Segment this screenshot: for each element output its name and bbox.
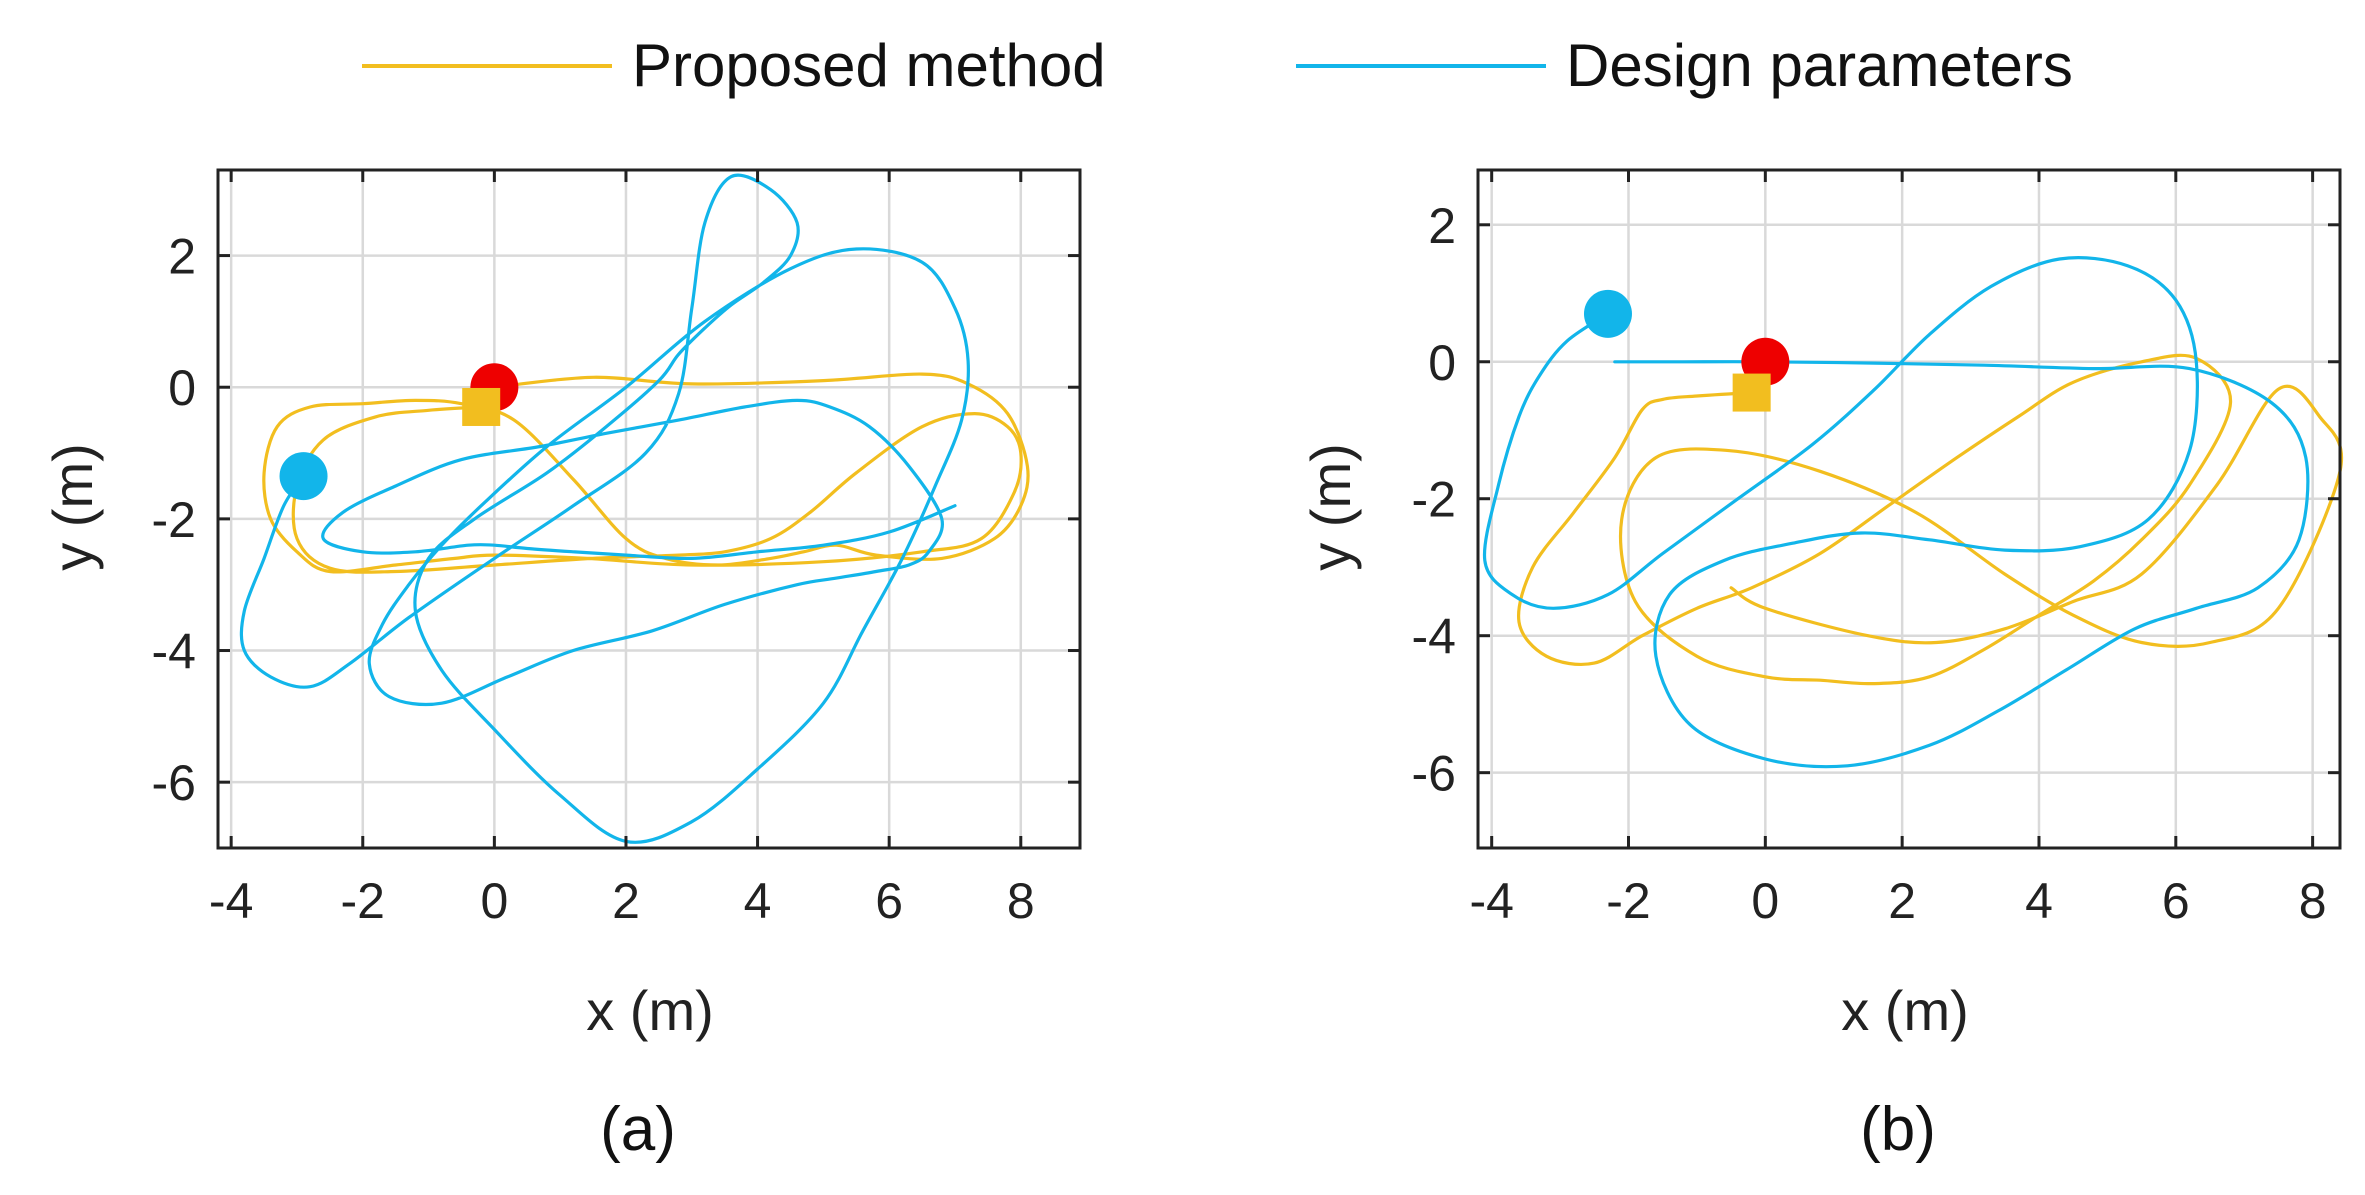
marker-square-b: [1732, 373, 1771, 412]
x-tick-label-b: -2: [1606, 873, 1650, 929]
marker-circle-a: [279, 452, 328, 501]
y-tick-label-b: -2: [1412, 472, 1456, 528]
xlabel-b: x (m): [1841, 979, 1969, 1042]
series-a: [239, 173, 1030, 844]
marker-square-a: [462, 387, 501, 426]
plot-frame-b: [1476, 168, 2342, 850]
chart-panel-a: -4 -2 0 2 4 6 8 -6 -4 -2 0 2 x (m) y (m) (a): [41, 168, 1082, 1164]
marker-circle-b: [1583, 289, 1632, 338]
x-tick-label-b: 2: [1888, 873, 1916, 929]
x-tick-label-b: 8: [2299, 873, 2327, 929]
xlabel-a: x (m): [586, 979, 714, 1042]
y-tick-label-b: 0: [1428, 335, 1456, 391]
y-tick-label-a: 2: [168, 229, 196, 285]
x-tick-label-a: 2: [612, 873, 640, 929]
x-tick-label-b: -4: [1469, 873, 1513, 929]
ticks-a: -4 -2 0 2 4 6 8 -6 -4 -2 0 2: [152, 170, 1080, 929]
markers-a: [279, 363, 519, 501]
caption-b: (b): [1860, 1095, 1936, 1164]
x-tick-label-a: -2: [341, 873, 385, 929]
y-tick-label-b: 2: [1428, 198, 1456, 254]
caption-a: (a): [600, 1095, 676, 1164]
series-line-design-parameters-b: [1482, 256, 2310, 769]
legend: Proposed method Design parameters: [362, 32, 2073, 99]
y-tick-label-a: 0: [168, 360, 196, 416]
legend-label-design: Design parameters: [1566, 32, 2073, 99]
plot-frame-a: [216, 168, 1082, 850]
chart-panel-b: -4 -2 0 2 4 6 8 -6 -4 -2 0 2 x (m) y (m) (b): [1299, 168, 2344, 1164]
x-tick-label-b: 6: [2162, 873, 2190, 929]
y-tick-label-a: -2: [152, 492, 196, 548]
ylabel-b: y (m): [1299, 443, 1362, 571]
x-tick-label-a: 6: [875, 873, 903, 929]
markers-b: [1583, 289, 1790, 412]
x-tick-label-a: -4: [209, 873, 253, 929]
y-tick-label-a: -6: [152, 755, 196, 811]
x-tick-label-b: 4: [2025, 873, 2053, 929]
series-b: [1482, 256, 2344, 769]
series-line-proposed-method-a: [262, 372, 1030, 574]
x-tick-label-b: 0: [1751, 873, 1779, 929]
ticks-b: -4 -2 0 2 4 6 8 -6 -4 -2 0 2: [1412, 170, 2340, 929]
series-line-design-parameters-a: [239, 173, 970, 844]
y-tick-label-b: -4: [1412, 609, 1456, 665]
x-tick-label-a: 4: [744, 873, 772, 929]
grid-a: [218, 170, 1080, 848]
x-tick-label-a: 0: [480, 873, 508, 929]
legend-label-proposed: Proposed method: [632, 32, 1106, 99]
y-tick-label-b: -6: [1412, 746, 1456, 802]
ylabel-a: y (m): [41, 443, 104, 571]
x-tick-label-a: 8: [1007, 873, 1035, 929]
y-tick-label-a: -4: [152, 624, 196, 680]
series-line-proposed-method-b: [1516, 353, 2344, 686]
